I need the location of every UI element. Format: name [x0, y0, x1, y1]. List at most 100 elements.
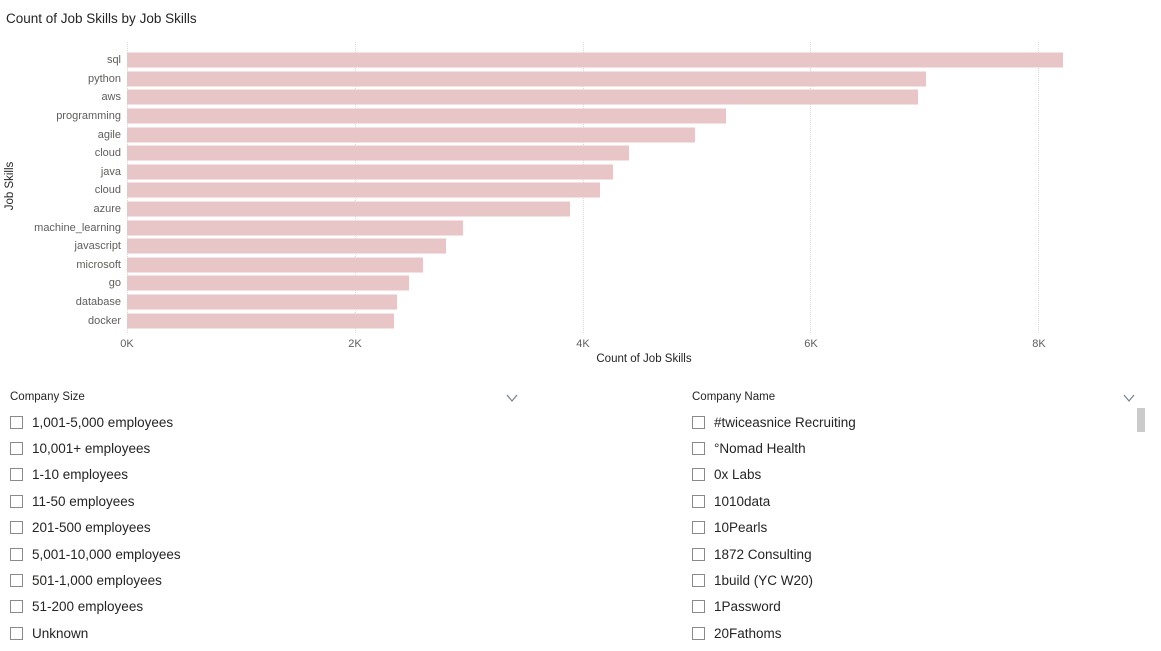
category-label: python	[87, 72, 121, 85]
item-label: 11-50 employees	[32, 493, 135, 509]
checkbox[interactable]	[10, 600, 23, 614]
bar-go[interactable]	[127, 275, 409, 291]
chevron-down-icon[interactable]	[505, 393, 519, 403]
bar-track	[127, 237, 1161, 256]
list-item[interactable]: 11-50 employees	[10, 488, 490, 514]
chart-row: javascript	[0, 237, 1161, 256]
checkbox[interactable]	[692, 574, 705, 588]
list-item[interactable]: Unknown	[10, 620, 490, 646]
list-item[interactable]: 501-1,000 employees	[10, 567, 490, 593]
list-item[interactable]: 1010data	[692, 488, 1122, 514]
x-tick-label: 4K	[576, 338, 590, 350]
category-label: java	[100, 165, 121, 178]
list-item[interactable]: 5,001-10,000 employees	[10, 541, 490, 567]
checkbox[interactable]	[692, 442, 705, 456]
bar-python[interactable]	[127, 71, 927, 87]
chart-row: azure	[0, 200, 1161, 219]
bar-cloud[interactable]	[127, 182, 601, 198]
category-label: agile	[97, 128, 121, 141]
x-tick-label: 8K	[1032, 338, 1046, 350]
bar-track	[127, 107, 1161, 126]
checkbox[interactable]	[10, 442, 23, 456]
bar-track	[127, 163, 1161, 182]
item-label: 10,001+ employees	[32, 441, 151, 457]
list-item[interactable]: 1build (YC W20)	[692, 567, 1122, 593]
chart-row: programming	[0, 107, 1161, 126]
checkbox[interactable]	[10, 468, 23, 482]
item-label: 501-1,000 employees	[32, 573, 162, 589]
category-label: azure	[93, 203, 121, 216]
bar-java[interactable]	[127, 164, 613, 180]
list-item[interactable]: 10,001+ employees	[10, 435, 490, 461]
chevron-down-icon[interactable]	[1122, 393, 1136, 403]
chart-row: java	[0, 163, 1161, 182]
item-label: 51-200 employees	[32, 599, 144, 615]
company-name-items: #twiceasnice Recruiting °Nomad Health 0x L…	[692, 409, 1122, 647]
chart-row: python	[0, 70, 1161, 89]
bar-aws[interactable]	[127, 89, 919, 105]
gridline	[1038, 42, 1040, 333]
bar-track	[127, 88, 1161, 107]
checkbox[interactable]	[10, 494, 23, 508]
scrollbar-thumb[interactable]	[1137, 408, 1145, 432]
list-item[interactable]: #twiceasnice Recruiting	[692, 409, 1122, 435]
checkbox[interactable]	[10, 626, 23, 640]
checkbox[interactable]	[10, 547, 23, 561]
bar-azure[interactable]	[127, 201, 571, 217]
bar-programming[interactable]	[127, 108, 726, 124]
bar-cloud[interactable]	[127, 145, 629, 161]
checkbox[interactable]	[692, 600, 705, 614]
bar-microsoft[interactable]	[127, 257, 424, 273]
checkbox[interactable]	[10, 415, 23, 429]
list-item[interactable]: 201-500 employees	[10, 515, 490, 541]
checkbox[interactable]	[10, 521, 23, 535]
chart-row: machine_learning	[0, 218, 1161, 237]
bar-docker[interactable]	[127, 313, 394, 329]
item-label: 1010data	[714, 493, 771, 509]
chart-row: cloud	[0, 144, 1161, 163]
item-label: 1-10 employees	[32, 467, 129, 483]
list-item[interactable]: 10Pearls	[692, 515, 1122, 541]
chart-row: agile	[0, 125, 1161, 144]
list-item[interactable]: °Nomad Health	[692, 435, 1122, 461]
checkbox[interactable]	[692, 468, 705, 482]
list-item[interactable]: 51-200 employees	[10, 594, 490, 620]
chart-row: sql	[0, 51, 1161, 70]
list-item[interactable]: 1872 Consulting	[692, 541, 1122, 567]
bar-javascript[interactable]	[127, 238, 447, 254]
checkbox[interactable]	[692, 521, 705, 535]
bar-machine_learning[interactable]	[127, 220, 464, 236]
checkbox[interactable]	[692, 415, 705, 429]
list-item[interactable]: 0x Labs	[692, 462, 1122, 488]
bar-database[interactable]	[127, 294, 398, 310]
company-size-items: 1,001-5,000 employees 10,001+ employees 1-…	[10, 409, 490, 647]
category-label: database	[75, 296, 121, 309]
item-label: 10Pearls	[714, 520, 768, 536]
checkbox[interactable]	[692, 494, 705, 508]
checkbox[interactable]	[692, 626, 705, 640]
chart-row: database	[0, 293, 1161, 312]
item-label: #twiceasnice Recruiting	[714, 414, 856, 430]
list-item[interactable]: 1-10 employees	[10, 462, 490, 488]
list-item[interactable]: 20Fathoms	[692, 620, 1122, 646]
bar-sql[interactable]	[127, 52, 1063, 68]
item-label: 1Password	[714, 599, 781, 615]
x-tick-label: 6K	[804, 338, 818, 350]
bar-track	[127, 200, 1161, 219]
bar-agile[interactable]	[127, 127, 695, 143]
bar-track	[127, 125, 1161, 144]
category-label: microsoft	[76, 258, 121, 271]
list-item[interactable]: 1,001-5,000 employees	[10, 409, 490, 435]
company-size-slicer-header: Company Size	[10, 391, 85, 403]
checkbox[interactable]	[10, 574, 23, 588]
checkbox[interactable]	[692, 547, 705, 561]
category-label: machine_learning	[34, 221, 121, 234]
gridline	[810, 42, 812, 333]
chart-row: go	[0, 274, 1161, 293]
list-item[interactable]: 1Password	[692, 594, 1122, 620]
category-label: programming	[56, 110, 121, 123]
item-label: 5,001-10,000 employees	[32, 546, 181, 562]
bar-track	[127, 311, 1161, 330]
item-label: 1,001-5,000 employees	[32, 414, 174, 430]
x-axis-title: Count of Job Skills	[596, 353, 692, 365]
